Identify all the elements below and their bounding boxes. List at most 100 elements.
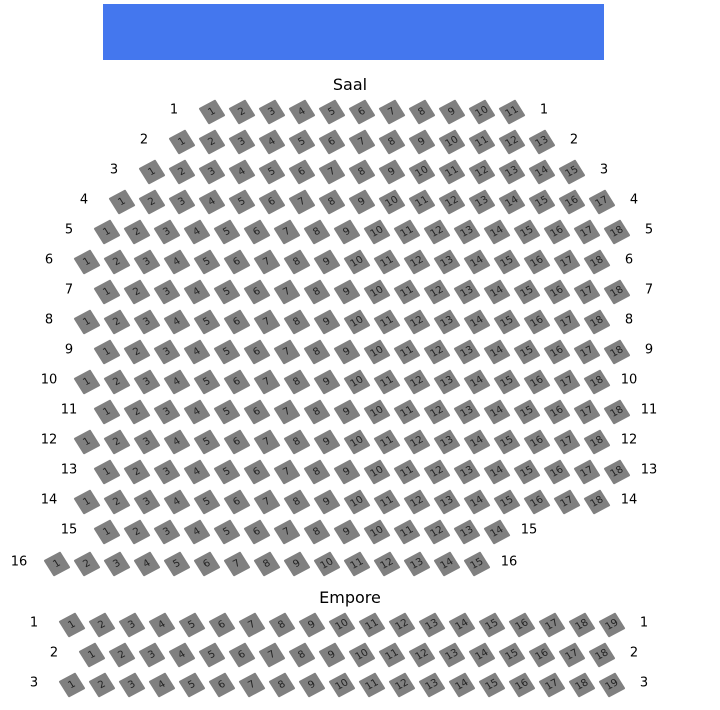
seat[interactable]: 5 — [198, 642, 226, 668]
seat[interactable]: 2 — [88, 612, 116, 638]
seat[interactable]: 3 — [103, 551, 131, 577]
seat[interactable]: 5 — [213, 459, 241, 485]
seat[interactable]: 3 — [133, 489, 161, 515]
seat[interactable]: 10 — [328, 612, 356, 638]
seat[interactable]: 14 — [463, 309, 491, 335]
seat[interactable]: 13 — [453, 219, 481, 245]
seat[interactable]: 11 — [373, 369, 401, 395]
seat[interactable]: 1 — [73, 249, 101, 275]
seat[interactable]: 6 — [228, 642, 256, 668]
seat[interactable]: 10 — [348, 642, 376, 668]
seat[interactable]: 9 — [283, 551, 311, 577]
seat[interactable]: 9 — [348, 189, 376, 215]
seat[interactable]: 4 — [228, 159, 256, 185]
seat[interactable]: 15 — [513, 219, 541, 245]
seat[interactable]: 12 — [403, 369, 431, 395]
seat[interactable]: 5 — [193, 309, 221, 335]
seat[interactable]: 10 — [328, 672, 356, 698]
seat[interactable]: 10 — [363, 459, 391, 485]
seat[interactable]: 9 — [333, 519, 361, 545]
seat[interactable]: 4 — [148, 672, 176, 698]
seat[interactable]: 1 — [93, 459, 121, 485]
seat[interactable]: 4 — [183, 219, 211, 245]
seat[interactable]: 3 — [153, 279, 181, 305]
seat[interactable]: 18 — [603, 459, 631, 485]
seat[interactable]: 2 — [138, 189, 166, 215]
seat[interactable]: 9 — [408, 129, 436, 155]
seat[interactable]: 1 — [58, 612, 86, 638]
seat[interactable]: 16 — [523, 369, 551, 395]
seat[interactable]: 2 — [103, 369, 131, 395]
seat[interactable]: 5 — [213, 399, 241, 425]
seat[interactable]: 10 — [343, 369, 371, 395]
seat[interactable]: 3 — [138, 642, 166, 668]
seat[interactable]: 3 — [133, 369, 161, 395]
seat[interactable]: 4 — [163, 489, 191, 515]
seat[interactable]: 11 — [358, 672, 386, 698]
seat[interactable]: 9 — [313, 369, 341, 395]
seat[interactable]: 7 — [273, 399, 301, 425]
seat[interactable]: 6 — [223, 309, 251, 335]
seat[interactable]: 12 — [403, 249, 431, 275]
seat[interactable]: 8 — [303, 399, 331, 425]
seat[interactable]: 2 — [123, 219, 151, 245]
seat[interactable]: 5 — [213, 279, 241, 305]
seat[interactable]: 7 — [238, 672, 266, 698]
seat[interactable]: 3 — [153, 399, 181, 425]
seat[interactable]: 13 — [453, 459, 481, 485]
seat[interactable]: 13 — [498, 159, 526, 185]
seat[interactable]: 9 — [313, 309, 341, 335]
seat[interactable]: 8 — [303, 219, 331, 245]
seat[interactable]: 2 — [123, 399, 151, 425]
seat[interactable]: 17 — [573, 219, 601, 245]
seat[interactable]: 7 — [258, 642, 286, 668]
seat[interactable]: 14 — [463, 369, 491, 395]
seat[interactable]: 17 — [553, 429, 581, 455]
seat[interactable]: 2 — [198, 129, 226, 155]
seat[interactable]: 8 — [268, 612, 296, 638]
seat[interactable]: 13 — [438, 642, 466, 668]
seat[interactable]: 15 — [513, 279, 541, 305]
seat[interactable]: 6 — [243, 399, 271, 425]
seat[interactable]: 10 — [313, 551, 341, 577]
seat[interactable]: 15 — [493, 249, 521, 275]
seat[interactable]: 13 — [433, 249, 461, 275]
seat[interactable]: 7 — [318, 159, 346, 185]
seat[interactable]: 12 — [408, 642, 436, 668]
seat[interactable]: 13 — [433, 489, 461, 515]
seat[interactable]: 6 — [223, 369, 251, 395]
seat[interactable]: 10 — [363, 519, 391, 545]
seat[interactable]: 9 — [333, 219, 361, 245]
seat[interactable]: 11 — [393, 519, 421, 545]
seat[interactable]: 1 — [93, 339, 121, 365]
seat[interactable]: 14 — [528, 159, 556, 185]
seat[interactable]: 11 — [498, 99, 526, 125]
seat[interactable]: 1 — [198, 99, 226, 125]
seat[interactable]: 16 — [523, 309, 551, 335]
seat[interactable]: 6 — [243, 519, 271, 545]
seat[interactable]: 10 — [343, 249, 371, 275]
seat[interactable]: 9 — [313, 429, 341, 455]
seat[interactable]: 1 — [78, 642, 106, 668]
seat[interactable]: 1 — [93, 399, 121, 425]
seat[interactable]: 14 — [483, 399, 511, 425]
seat[interactable]: 18 — [603, 279, 631, 305]
seat[interactable]: 11 — [343, 551, 371, 577]
seat[interactable]: 7 — [288, 189, 316, 215]
seat[interactable]: 9 — [333, 339, 361, 365]
seat[interactable]: 11 — [468, 129, 496, 155]
seat[interactable]: 16 — [543, 339, 571, 365]
seat[interactable]: 15 — [478, 672, 506, 698]
seat[interactable]: 12 — [423, 519, 451, 545]
seat[interactable]: 2 — [168, 159, 196, 185]
seat[interactable]: 8 — [283, 369, 311, 395]
seat[interactable]: 9 — [333, 399, 361, 425]
seat[interactable]: 12 — [403, 309, 431, 335]
seat[interactable]: 7 — [238, 612, 266, 638]
seat[interactable]: 12 — [423, 219, 451, 245]
seat[interactable]: 16 — [523, 249, 551, 275]
seat[interactable]: 9 — [378, 159, 406, 185]
seat[interactable]: 12 — [403, 489, 431, 515]
seat[interactable]: 3 — [118, 672, 146, 698]
seat[interactable]: 1 — [108, 189, 136, 215]
